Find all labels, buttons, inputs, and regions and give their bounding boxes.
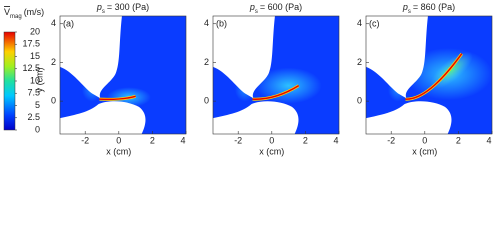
wall [366, 16, 428, 99]
jet-core [99, 95, 136, 101]
title-symbol: p [96, 2, 102, 12]
colorbar-title: Vmag (m/s) [4, 7, 44, 19]
x-tick-label: 0 [422, 135, 427, 145]
y-tick-label: 4 [357, 18, 362, 28]
wall [60, 16, 122, 99]
colorbar-tick-label: 2.5 [27, 112, 40, 122]
plot-frame [212, 15, 340, 135]
y-tick-label: 0 [51, 95, 56, 105]
wall [60, 101, 146, 134]
x-tick-label: 4 [180, 135, 185, 145]
field [213, 16, 339, 134]
colorbar-tick-label: 15 [30, 51, 40, 61]
title-subscript: s [255, 9, 258, 15]
x-tick-label: -2 [234, 135, 242, 145]
wall [213, 101, 299, 134]
panel-label: (c) [369, 18, 380, 28]
x-tick-label: 0 [116, 135, 121, 145]
y-tick-label: 4 [204, 18, 209, 28]
panel: ps = 300 (Pa) (a) x (cm) y (cm) -2 0 2 4 0 2 4 [34, 2, 187, 156]
colorbar-tick-label: 20 [30, 26, 40, 36]
y-axis-label: y (cm) [34, 67, 44, 92]
panel-title: ps = 600 (Pa) [249, 2, 302, 14]
colorbar-tick-label: 10 [30, 75, 40, 85]
panel-title: ps = 860 (Pa) [402, 2, 455, 14]
y-tick-label: 0 [357, 95, 362, 105]
jet-core [405, 53, 463, 100]
y-tick-label: 2 [51, 57, 56, 67]
x-tick-label: -2 [387, 135, 395, 145]
x-axis-label: x (cm) [412, 146, 437, 156]
y-tick-label: 2 [204, 57, 209, 67]
x-axis-label: x (cm) [259, 146, 284, 156]
panel-label: (b) [216, 18, 227, 28]
x-tick-label: 2 [456, 135, 461, 145]
colorbar-tick-label: 17.5 [22, 39, 40, 49]
x-tick-label: 0 [269, 135, 274, 145]
y-tick-label: 2 [357, 57, 362, 67]
x-tick-label: 4 [486, 135, 491, 145]
plot-frame [59, 15, 187, 135]
y-tick-label: 0 [204, 95, 209, 105]
y-tick-label: 4 [51, 18, 56, 28]
wall [366, 101, 452, 134]
panel: ps = 600 (Pa) (b) x (cm) -2 0 2 4 0 2 4 [204, 2, 340, 156]
x-tick-label: 4 [333, 135, 338, 145]
colorbar-tick-label: 0 [35, 124, 40, 134]
panel-label: (a) [63, 18, 74, 28]
title-subscript: s [408, 9, 411, 15]
title-symbol: p [249, 2, 255, 12]
field [366, 16, 492, 134]
x-tick-label: -2 [81, 135, 89, 145]
colorbar-tick-label: 12.5 [22, 63, 40, 73]
flow-glow [255, 67, 322, 104]
colorbar-tick-label: 5 [35, 100, 40, 110]
x-tick-label: 2 [150, 135, 155, 145]
panel-title: ps = 300 (Pa) [96, 2, 149, 14]
x-axis-label: x (cm) [106, 146, 131, 156]
field [60, 16, 186, 134]
x-tick-label: 2 [303, 135, 308, 145]
jet-core [252, 85, 300, 100]
colorbar [3, 31, 16, 131]
plot-frame [365, 15, 493, 135]
title-text: = 300 (Pa) [107, 2, 149, 12]
title-subscript: s [102, 9, 105, 15]
colorbar-tick-label: 7.5 [27, 88, 40, 98]
title-text: = 600 (Pa) [260, 2, 302, 12]
title-text: = 860 (Pa) [413, 2, 455, 12]
wall [213, 16, 275, 99]
title-symbol: p [402, 2, 408, 12]
panel: ps = 860 (Pa) (c) x (cm) -2 0 2 4 0 2 4 [357, 2, 493, 156]
